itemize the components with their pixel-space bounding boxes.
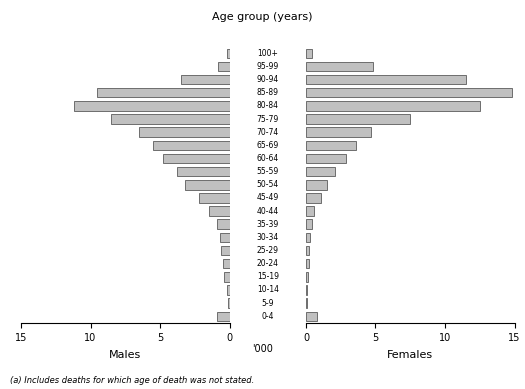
Bar (199, 193, 229, 203)
Text: 60-64: 60-64 (257, 154, 279, 163)
Text: '000: '000 (252, 344, 273, 354)
Bar (163, 154, 229, 163)
Text: Age group (years): Age group (years) (212, 12, 313, 22)
Bar (306, 272, 309, 282)
Text: 5-9: 5-9 (261, 299, 274, 308)
Text: 40-44: 40-44 (257, 207, 279, 216)
Bar (220, 233, 229, 242)
Bar (306, 49, 311, 58)
Text: 20-24: 20-24 (257, 259, 279, 268)
Bar (306, 62, 373, 71)
Bar (306, 219, 311, 229)
Text: 100+: 100+ (257, 49, 278, 58)
Bar (139, 128, 229, 137)
Bar (306, 312, 317, 321)
Bar (306, 259, 309, 268)
Text: 0-4: 0-4 (261, 312, 274, 321)
Bar (306, 167, 335, 176)
Text: Females: Females (387, 350, 433, 361)
Bar (306, 101, 480, 110)
Bar (306, 246, 309, 255)
Bar (306, 75, 466, 84)
Bar (306, 154, 346, 163)
Text: 70-74: 70-74 (257, 128, 279, 137)
Text: 45-49: 45-49 (257, 193, 279, 202)
Bar (227, 285, 229, 295)
Text: 95-99: 95-99 (257, 62, 279, 71)
Bar (306, 206, 314, 216)
Bar (306, 88, 512, 98)
Bar (306, 298, 307, 308)
Text: (a) Includes deaths for which age of death was not stated.: (a) Includes deaths for which age of dea… (10, 376, 255, 385)
Bar (227, 49, 229, 58)
Bar (223, 259, 229, 268)
Bar (74, 101, 229, 110)
Bar (306, 285, 307, 295)
Text: 25-29: 25-29 (257, 246, 279, 255)
Bar (306, 193, 321, 203)
Bar (185, 180, 229, 189)
Bar (218, 62, 229, 71)
Text: 75-79: 75-79 (257, 114, 279, 124)
Text: 10-14: 10-14 (257, 286, 279, 294)
Text: 85-89: 85-89 (257, 88, 279, 97)
Text: 65-69: 65-69 (257, 141, 279, 150)
Text: 80-84: 80-84 (257, 102, 279, 110)
Text: Males: Males (109, 350, 141, 361)
Text: 50-54: 50-54 (257, 180, 279, 189)
Bar (306, 114, 410, 124)
Bar (221, 246, 229, 255)
Bar (224, 272, 229, 282)
Bar (217, 312, 229, 321)
Bar (111, 114, 229, 124)
Bar (98, 88, 229, 98)
Bar (177, 167, 229, 176)
Text: 90-94: 90-94 (257, 75, 279, 84)
Bar (306, 128, 371, 137)
Bar (228, 298, 229, 308)
Text: 15-19: 15-19 (257, 272, 279, 281)
Bar (208, 206, 229, 216)
Bar (306, 140, 356, 150)
Text: 30-34: 30-34 (257, 233, 279, 242)
Text: 55-59: 55-59 (257, 167, 279, 176)
Text: 35-39: 35-39 (257, 220, 279, 229)
Bar (217, 219, 229, 229)
Bar (181, 75, 229, 84)
Bar (153, 140, 229, 150)
Bar (306, 180, 327, 189)
Bar (306, 233, 310, 242)
